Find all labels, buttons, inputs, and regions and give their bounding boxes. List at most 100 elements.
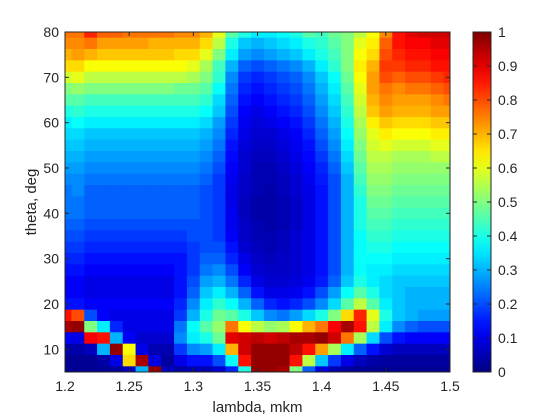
heatmap-cell <box>417 309 432 322</box>
heatmap-cell <box>251 253 265 265</box>
heatmap-cell <box>238 162 252 175</box>
heatmap-cell <box>148 151 162 163</box>
heatmap-cell <box>289 253 303 265</box>
heatmap-cell <box>161 366 175 373</box>
heatmap-cell <box>328 287 342 299</box>
heatmap-cell <box>417 60 432 73</box>
heatmap-cell <box>340 321 355 333</box>
heatmap-cell <box>161 117 175 129</box>
heatmap-cell <box>97 332 111 345</box>
heatmap-cell <box>148 71 162 84</box>
heatmap-cell <box>392 275 406 288</box>
heatmap-cell <box>366 32 380 39</box>
heatmap-cell <box>186 151 201 163</box>
heatmap-cell <box>379 219 393 231</box>
heatmap-cell <box>276 275 290 288</box>
heatmap-cell <box>276 94 290 107</box>
heatmap-cell <box>84 241 98 254</box>
heatmap-cell <box>199 343 213 356</box>
heatmap-cell <box>161 309 175 322</box>
heatmap-cell <box>174 117 188 129</box>
heatmap-cell <box>71 366 85 373</box>
heatmap-cell <box>263 253 278 265</box>
heatmap-cell <box>238 32 252 39</box>
heatmap-cell <box>186 105 201 118</box>
heatmap-cell <box>225 275 239 288</box>
heatmap-cell <box>405 128 419 141</box>
heatmap-cell <box>212 355 226 367</box>
heatmap-cell <box>84 162 98 175</box>
heatmap-cell <box>392 298 406 311</box>
heatmap-cell <box>109 253 124 265</box>
heatmap-cell <box>71 355 85 367</box>
heatmap-cell <box>340 332 355 345</box>
heatmap-cell <box>212 343 226 356</box>
heatmap-cell <box>366 196 380 209</box>
heatmap-cell <box>251 162 265 175</box>
heatmap-cell <box>405 60 419 73</box>
heatmap-cell <box>109 83 124 95</box>
heatmap-cell <box>405 71 419 84</box>
y-tick-label: 50 <box>43 160 59 176</box>
heatmap-cell <box>135 366 149 373</box>
heatmap-cell <box>135 128 149 141</box>
heatmap-cell <box>97 71 111 84</box>
heatmap-cell <box>161 275 175 288</box>
heatmap-cell <box>276 185 290 197</box>
heatmap-cell <box>97 264 111 277</box>
heatmap-cell <box>340 105 355 118</box>
heatmap-cell <box>328 309 342 322</box>
heatmap-cell <box>109 162 124 175</box>
heatmap-cell <box>405 105 419 118</box>
heatmap-cell <box>65 32 72 39</box>
heatmap-cell <box>405 207 419 220</box>
heatmap-cell <box>251 83 265 95</box>
heatmap-cell <box>302 264 316 277</box>
heatmap-cell <box>302 185 316 197</box>
heatmap-cell <box>238 355 252 367</box>
heatmap-cell <box>109 275 124 288</box>
heatmap-cell <box>276 139 290 152</box>
heatmap-cell <box>97 173 111 186</box>
heatmap-cell <box>443 355 451 367</box>
heatmap-cell <box>302 94 316 107</box>
heatmap-cell <box>392 253 406 265</box>
heatmap-cell <box>430 32 444 39</box>
heatmap-cell <box>302 207 316 220</box>
heatmap-cell <box>263 49 278 61</box>
heatmap-cell <box>174 355 188 367</box>
heatmap-cell <box>212 207 226 220</box>
heatmap-cell <box>135 49 149 61</box>
heatmap-cell <box>186 128 201 141</box>
heatmap-cell <box>353 366 367 373</box>
heatmap-cell <box>302 117 316 129</box>
heatmap-cell <box>212 264 226 277</box>
heatmap-cell <box>71 343 85 356</box>
heatmap-cell <box>135 332 149 345</box>
heatmap-cell <box>212 71 226 84</box>
heatmap-cell <box>366 275 380 288</box>
heatmap-cell <box>225 309 239 322</box>
heatmap-cell <box>122 287 136 299</box>
heatmap-cell <box>276 207 290 220</box>
heatmap-cell <box>135 275 149 288</box>
heatmap-cell <box>263 117 278 129</box>
heatmap-cell <box>302 128 316 141</box>
heatmap-cell <box>71 151 85 163</box>
heatmap-cell <box>212 83 226 95</box>
heatmap-cell <box>238 83 252 95</box>
heatmap-cell <box>174 366 188 373</box>
heatmap-cell <box>392 241 406 254</box>
heatmap-cell <box>315 139 329 152</box>
heatmap-cell <box>340 71 355 84</box>
heatmap-cell <box>65 275 72 288</box>
heatmap-cell <box>353 275 367 288</box>
colorbar-tick-label: 0.7 <box>498 126 518 142</box>
heatmap-cell <box>238 173 252 186</box>
heatmap-cell <box>366 37 380 50</box>
heatmap-cell <box>379 287 393 299</box>
heatmap-cell <box>328 207 342 220</box>
heatmap-cell <box>405 309 419 322</box>
heatmap-cell <box>109 117 124 129</box>
heatmap-cell <box>225 128 239 141</box>
